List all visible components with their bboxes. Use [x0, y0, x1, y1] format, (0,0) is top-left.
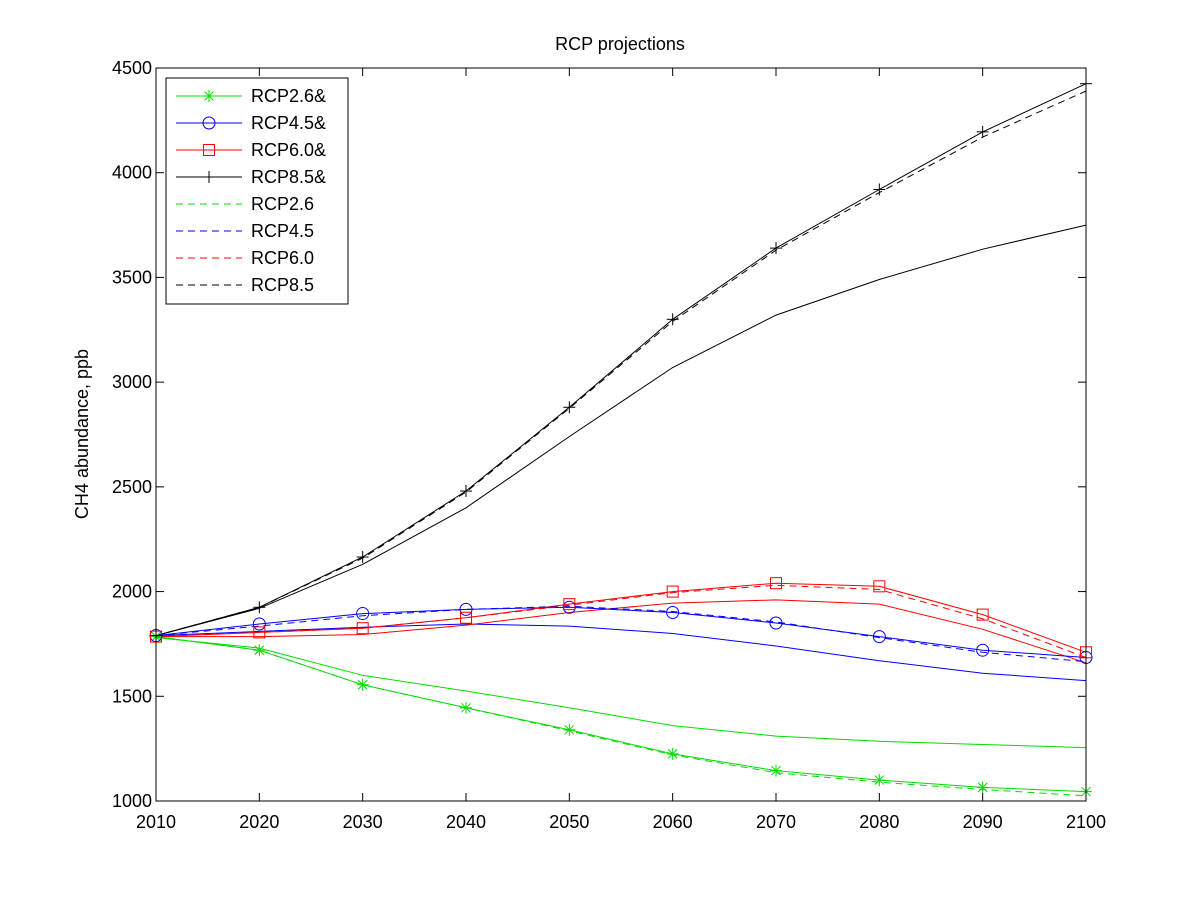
series-rcp4-5-point — [872, 630, 886, 644]
legend: RCP2.6&RCP4.5&RCP6.0&RCP8.5&RCP2.6 RCP4.5… — [165, 77, 349, 305]
legend-label: RCP6.0 — [251, 248, 314, 268]
series-rcp4-5-point — [976, 643, 990, 657]
y-tick-label: 1000 — [112, 791, 152, 811]
series-rcp8-5-point — [770, 242, 782, 255]
unlabeled-series-1-line — [155, 623, 1087, 682]
legend-label: RCP4.5 — [251, 221, 314, 241]
y-tick-label: 4000 — [112, 163, 152, 183]
legend-label: RCP2.6& — [251, 86, 326, 106]
y-tick-label: 2500 — [112, 477, 152, 497]
series-rcp2-6-line — [155, 636, 1087, 793]
y-tick-label: 4500 — [112, 58, 152, 78]
y-axis-label: CH4 abundance, ppb — [72, 349, 92, 519]
legend-label: RCP8.5 — [251, 275, 314, 295]
series-rcp2-6-point — [666, 747, 679, 760]
series-rcp6-0-point — [356, 622, 369, 635]
x-tick-label: 2040 — [446, 812, 486, 832]
series-rcp2-6-point — [873, 774, 886, 787]
series-rcp2-6-point — [253, 644, 266, 657]
series-rcp6-0-point — [873, 580, 886, 593]
series-rcp2-6-dashed-line — [155, 636, 1087, 797]
x-tick-label: 2100 — [1066, 812, 1106, 832]
series-rcp6-0-point — [976, 608, 989, 621]
series-rcp2-6-point — [563, 723, 576, 736]
unlabeled-series-0-line — [155, 637, 1087, 749]
legend-label: RCP4.5& — [251, 113, 326, 133]
legend-marker — [203, 90, 215, 102]
series-rcp8-5-dashed-line — [155, 90, 1087, 637]
y-tick-label: 3500 — [112, 267, 152, 287]
series-rcp2-6-point — [460, 701, 472, 714]
series-rcp6-0-line — [155, 582, 1087, 653]
x-tick-label: 2060 — [653, 812, 693, 832]
x-tick-label: 2020 — [239, 812, 279, 832]
plot-lines — [155, 83, 1087, 797]
legend-label: RCP2.6 — [251, 194, 314, 214]
series-rcp4-5-dashed-line — [155, 605, 1087, 663]
legend-marker — [203, 171, 215, 183]
series-rcp6-0-point — [666, 585, 679, 598]
series-rcp8-5-line — [155, 83, 1087, 637]
series-rcp8-5-point — [563, 401, 576, 414]
legend-marker — [203, 144, 215, 156]
series-rcp6-0-point — [770, 577, 782, 590]
x-tick-label: 2030 — [343, 812, 383, 832]
legend-box — [165, 77, 349, 305]
series-rcp8-5-point — [976, 125, 989, 138]
x-tick-label: 2050 — [549, 812, 589, 832]
series-rcp8-5-point — [873, 183, 886, 196]
series-rcp2-6-point — [976, 781, 989, 794]
legend-label: RCP6.0& — [251, 140, 326, 160]
series-rcp6-0-point — [563, 598, 576, 611]
series-rcp4-5-point — [252, 617, 266, 631]
series-rcp4-5-line — [155, 606, 1087, 658]
y-tick-label: 3000 — [112, 372, 152, 392]
unlabeled-series-3-line — [155, 224, 1087, 637]
x-axis: 2010 2020 2030 2040 2050 2060 2070 2080 2090 2100 — [136, 68, 1106, 832]
series-rcp8-5-point — [460, 485, 472, 498]
y-tick-label: 1500 — [112, 686, 152, 706]
series-rcp4-5-point — [356, 607, 370, 621]
x-tick-label: 2070 — [756, 812, 796, 832]
y-tick-label: 2000 — [112, 582, 152, 602]
plot-frame — [155, 67, 1087, 802]
series-rcp6-0-point — [460, 611, 472, 624]
x-tick-label: 2010 — [136, 812, 176, 832]
x-tick-label: 2080 — [859, 812, 899, 832]
series-rcp8-5-point — [666, 313, 679, 326]
series-rcp8-5-point — [356, 551, 369, 564]
legend-label: RCP8.5& — [251, 167, 326, 187]
series-rcp4-5-point — [459, 602, 473, 616]
series-rcp6-0-point — [253, 626, 266, 639]
series-rcp2-6-point — [356, 678, 369, 691]
legend-marker — [202, 116, 216, 130]
unlabeled-series-2-line — [156, 599, 1087, 664]
chart-title: RCP projections — [555, 34, 685, 54]
series-rcp4-5-point — [666, 606, 680, 620]
x-tick-label: 2090 — [963, 812, 1003, 832]
series-rcp4-5-point — [769, 616, 783, 630]
y-axis: 1000 1500 2000 2500 3000 3500 4000 4500 — [112, 58, 1086, 811]
series-rcp2-6-point — [770, 764, 782, 777]
series-rcp8-5-point — [253, 601, 266, 614]
